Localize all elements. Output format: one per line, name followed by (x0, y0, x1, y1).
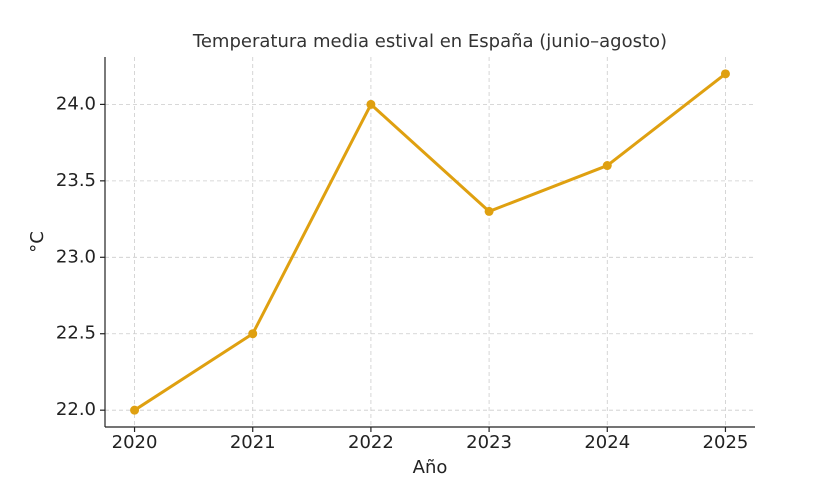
x-tick-label: 2025 (703, 432, 749, 453)
x-tick-label: 2021 (230, 432, 276, 453)
y-tick-label: 22.5 (56, 323, 96, 344)
y-tick-label: 24.0 (56, 93, 96, 114)
point (130, 405, 140, 415)
point (484, 206, 494, 216)
chart-title: Temperatura media estival en España (jun… (192, 31, 667, 52)
x-tick-label: 2024 (584, 432, 630, 453)
point (248, 329, 258, 339)
y-axis-label: °C (27, 231, 48, 253)
x-tick-label: 2022 (348, 432, 394, 453)
y-tick-label: 23.0 (56, 246, 96, 267)
y-tick-label: 23.5 (56, 170, 96, 191)
x-tick-label: 2020 (112, 432, 158, 453)
x-axis-label: Año (413, 457, 448, 478)
y-tick-label: 22.0 (56, 399, 96, 420)
line (133, 72, 727, 412)
point (720, 69, 730, 79)
x-tick-label: 2023 (466, 432, 512, 453)
point (602, 161, 612, 171)
point (366, 99, 376, 109)
